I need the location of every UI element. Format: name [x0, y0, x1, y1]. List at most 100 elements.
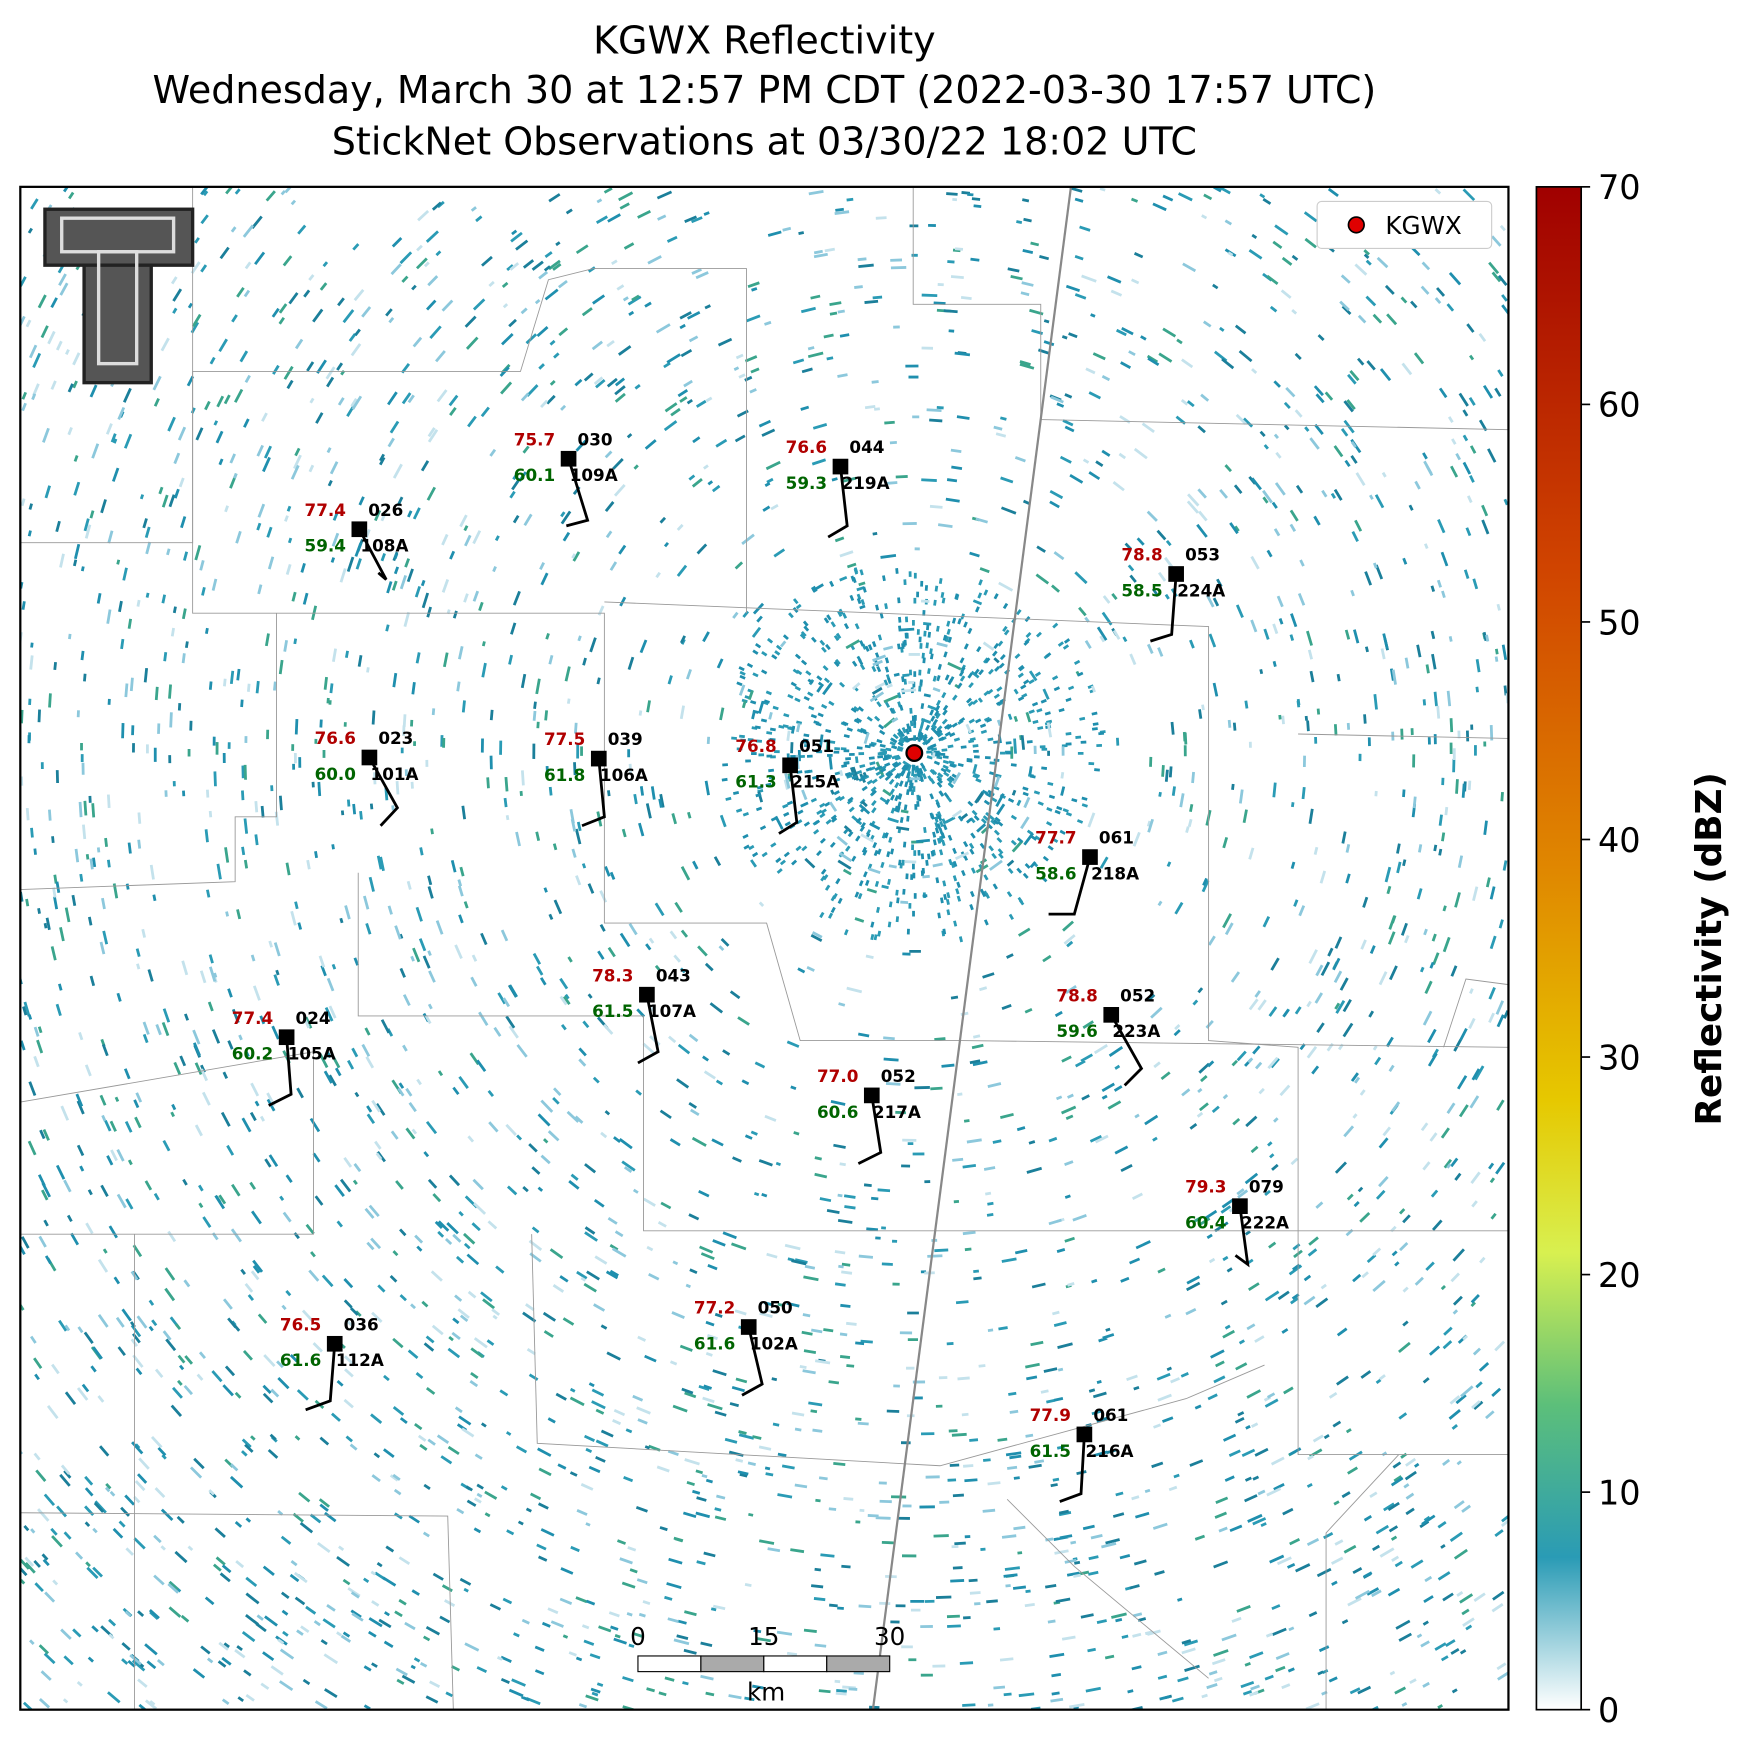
dewpoint: 58.5	[1121, 580, 1162, 600]
county-lines	[20, 186, 1509, 1710]
scale-segment	[826, 1655, 891, 1673]
scale-segment	[637, 1655, 702, 1673]
temperature: 76.5	[280, 1314, 321, 1334]
station-id: 105A	[288, 1044, 336, 1064]
temperature: 78.3	[592, 965, 633, 985]
dewpoint: 61.8	[544, 765, 585, 785]
wind-barb	[305, 1343, 337, 1412]
wind-label: 039	[608, 729, 643, 749]
wind-label: 052	[1120, 985, 1155, 1005]
temperature: 76.6	[786, 437, 827, 457]
wind-barb	[268, 1037, 293, 1107]
station-marker	[1076, 1426, 1093, 1443]
echo	[20, 186, 1509, 1710]
echo	[20, 187, 1509, 1710]
wind-label: 043	[656, 965, 691, 985]
dewpoint: 61.6	[694, 1333, 735, 1353]
station-marker	[782, 757, 798, 774]
wind-label: 044	[849, 437, 884, 457]
colorbar-tick-label: 0	[1598, 1691, 1619, 1730]
logo	[43, 207, 195, 385]
station-marker	[1103, 1007, 1120, 1023]
wind-label: 053	[1185, 545, 1220, 565]
colorbar-tick-label: 20	[1598, 1256, 1641, 1295]
map-frame	[19, 185, 1510, 1711]
wind-barb	[827, 466, 849, 539]
temperature: 77.7	[1035, 828, 1076, 848]
temperature: 76.6	[315, 728, 356, 748]
station-marker	[590, 750, 607, 767]
scale-tick: 0	[630, 1622, 646, 1651]
scale-unit: km	[747, 1678, 785, 1707]
scale-tick: 15	[748, 1622, 779, 1651]
station-id: 223A	[1112, 1021, 1160, 1041]
wind-barb	[1059, 1434, 1086, 1503]
wind-barb	[1048, 856, 1092, 916]
temperature: 77.2	[694, 1298, 735, 1318]
colorbar	[1535, 186, 1583, 1711]
station-marker	[863, 1087, 880, 1104]
station-id: 109A	[570, 465, 618, 485]
dewpoint: 60.4	[1185, 1213, 1226, 1233]
wind-barb	[581, 758, 606, 828]
wind-barb	[741, 1326, 764, 1397]
station-marker	[639, 986, 655, 1003]
title-line: KGWX Reflectivity	[593, 19, 936, 63]
wind-label: 026	[368, 500, 403, 520]
dewpoint: 60.6	[817, 1102, 858, 1122]
station-id: 218A	[1091, 863, 1139, 883]
dewpoint: 59.4	[305, 536, 346, 556]
temperature: 76.8	[735, 736, 776, 756]
station-marker	[1168, 566, 1184, 582]
wind-barb	[857, 1095, 883, 1165]
radar-site	[905, 744, 924, 762]
wind-label: 061	[1099, 828, 1134, 848]
temperature: 77.4	[305, 500, 346, 520]
temperature: 79.3	[1185, 1177, 1226, 1197]
map-background	[20, 186, 1509, 1710]
legend-label: KGWX	[1385, 211, 1462, 240]
dewpoint: 61.5	[592, 1001, 633, 1021]
station-id: 101A	[371, 764, 419, 784]
wind-label: 052	[881, 1066, 916, 1086]
wind-label: 023	[378, 728, 413, 748]
station-id: 215A	[791, 772, 839, 792]
title-line: Wednesday, March 30 at 12:57 PM CDT (202…	[153, 68, 1377, 112]
station-id: 224A	[1177, 580, 1225, 600]
wind-label: 030	[578, 429, 613, 449]
station-marker	[361, 749, 378, 766]
station-id: 217A	[873, 1102, 921, 1122]
wind-barb	[1234, 1205, 1250, 1268]
station-id: 108A	[360, 536, 408, 556]
temperature: 77.4	[232, 1008, 273, 1028]
wind-label: 024	[296, 1008, 331, 1028]
dewpoint: 58.6	[1035, 863, 1076, 883]
echo	[20, 186, 1509, 1710]
station-id: 106A	[600, 765, 648, 785]
wind-barb	[637, 994, 660, 1065]
wind-label: 061	[1093, 1405, 1128, 1425]
dewpoint: 60.2	[232, 1044, 273, 1064]
temperature: 78.8	[1056, 985, 1097, 1005]
dewpoint: 61.6	[280, 1350, 321, 1370]
dewpoint: 59.3	[786, 473, 827, 493]
title-line: StickNet Observations at 03/30/22 18:02 …	[332, 119, 1197, 163]
highway	[871, 186, 1073, 1710]
wind-label: 036	[344, 1314, 379, 1334]
station-marker	[740, 1319, 757, 1335]
colorbar-tick-label: 60	[1598, 386, 1641, 425]
wind-label: 051	[799, 736, 834, 756]
station-id: 216A	[1086, 1441, 1134, 1461]
dewpoint: 60.0	[315, 764, 356, 784]
wind-barb	[565, 458, 590, 528]
station-id: 107A	[648, 1001, 696, 1021]
wind-label: 050	[758, 1298, 793, 1318]
station-marker	[832, 458, 849, 475]
colorbar-label: Reflectivity (dBZ)	[1689, 772, 1730, 1125]
station-id: 112A	[336, 1350, 384, 1370]
station-id: 102A	[750, 1333, 798, 1353]
temperature: 75.7	[514, 429, 555, 449]
stations: 77.4 026 59.4 108A 75.7 030 60.1 109A 76.6 044 59.…	[232, 429, 1289, 1503]
wind-barb	[778, 765, 799, 835]
